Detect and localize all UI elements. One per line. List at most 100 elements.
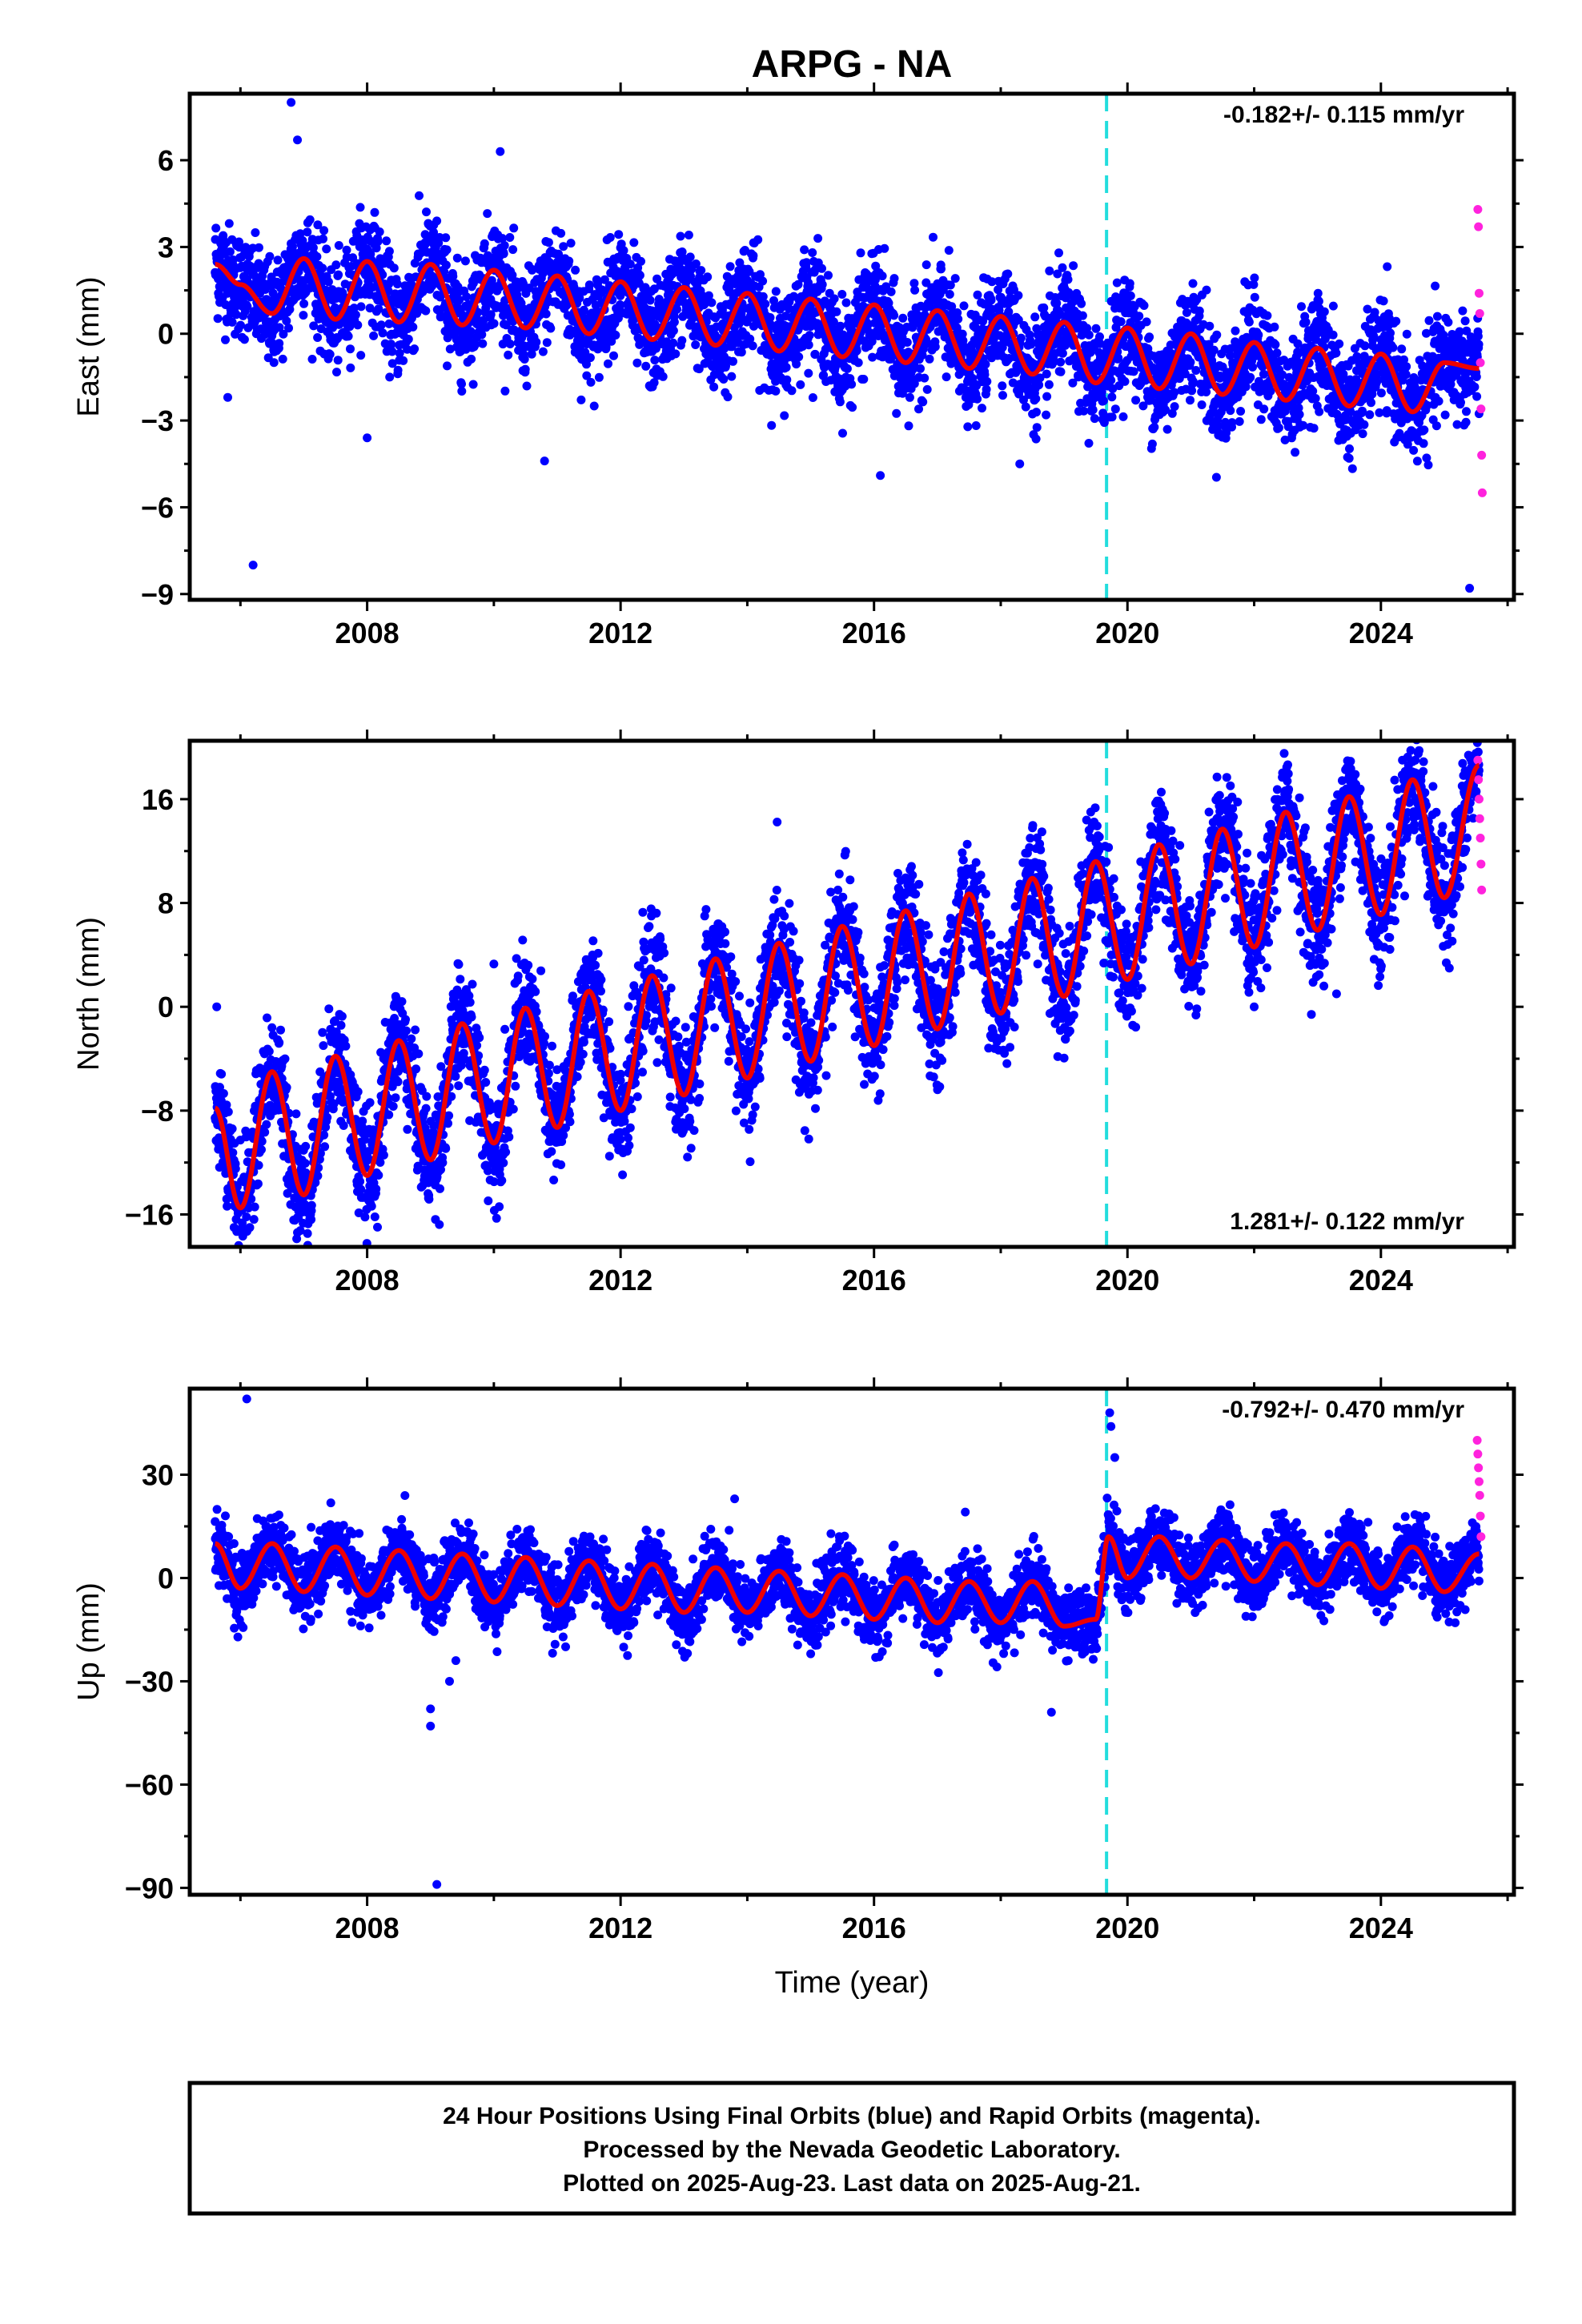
final-point: [1250, 292, 1259, 302]
final-point: [284, 324, 293, 333]
final-point: [349, 304, 359, 313]
final-point: [319, 226, 329, 235]
final-point: [527, 349, 536, 359]
final-point: [1042, 369, 1051, 379]
final-point: [889, 311, 899, 320]
final-point: [1098, 396, 1108, 405]
final-point: [1058, 348, 1067, 358]
final-point: [227, 317, 237, 327]
final-point: [1473, 332, 1483, 341]
final-point: [532, 337, 541, 347]
final-point: [486, 310, 496, 320]
final-point: [601, 343, 611, 352]
final-point: [1014, 291, 1023, 300]
final-point: [898, 313, 908, 323]
final-point: [1256, 415, 1266, 424]
final-point: [1126, 291, 1135, 300]
final-point: [257, 1145, 266, 1155]
final-point: [389, 263, 399, 273]
final-point: [1088, 405, 1098, 415]
final-point: [376, 320, 386, 330]
final-point: [920, 373, 930, 383]
final-point: [723, 392, 733, 402]
final-point: [528, 265, 537, 274]
final-point: [685, 252, 695, 262]
final-point: [1431, 421, 1441, 431]
final-point: [307, 1215, 316, 1224]
final-point: [1358, 406, 1367, 416]
final-point: [649, 378, 659, 388]
final-point: [1202, 285, 1211, 295]
final-point: [771, 287, 781, 296]
final-point: [1272, 348, 1282, 358]
final-point: [267, 1023, 277, 1032]
final-point: [1030, 312, 1040, 322]
final-point: [239, 1255, 247, 1264]
final-point: [351, 310, 360, 320]
final-point: [1186, 396, 1195, 405]
final-point: [480, 239, 489, 248]
final-point: [1079, 406, 1089, 416]
final-point: [1383, 262, 1392, 271]
final-point: [835, 397, 845, 407]
final-point: [387, 347, 397, 356]
final-point: [959, 301, 969, 311]
final-point: [223, 1107, 233, 1116]
final-point: [585, 353, 595, 363]
y-tick-label: −6: [141, 491, 174, 524]
final-point: [616, 300, 624, 309]
final-point: [556, 228, 566, 238]
final-point: [408, 322, 418, 332]
final-point: [384, 247, 394, 256]
final-point: [227, 1124, 237, 1133]
final-point: [856, 248, 865, 258]
final-point: [575, 293, 584, 303]
final-point: [520, 364, 530, 374]
final-point: [221, 335, 230, 344]
final-point: [231, 310, 241, 320]
final-point: [479, 316, 488, 325]
final-point: [264, 1047, 274, 1056]
final-point: [385, 372, 395, 382]
final-point: [671, 349, 681, 359]
final-point: [1431, 281, 1440, 291]
final-point: [1120, 376, 1130, 386]
final-point: [443, 361, 452, 371]
final-point: [1116, 317, 1126, 327]
final-point: [1470, 382, 1480, 392]
final-point: [836, 321, 845, 331]
final-point: [300, 1159, 310, 1168]
final-point: [1248, 362, 1257, 372]
final-point: [837, 290, 847, 299]
final-point: [299, 311, 308, 320]
y-tick-label: 3: [158, 231, 174, 263]
final-point: [749, 251, 758, 260]
final-point: [505, 233, 515, 242]
rapid-point: [1474, 222, 1484, 231]
plot-area: [211, 94, 1487, 600]
final-point: [520, 355, 529, 364]
final-point: [579, 305, 588, 315]
final-point: [808, 248, 817, 257]
final-point: [1472, 392, 1482, 401]
final-point: [586, 377, 596, 387]
final-point: [356, 302, 366, 312]
final-point: [1021, 402, 1030, 412]
final-point: [673, 304, 681, 314]
final-point: [299, 299, 309, 308]
final-point: [1244, 317, 1254, 327]
final-point: [291, 1109, 301, 1119]
final-point: [260, 1128, 270, 1137]
final-point: [892, 408, 901, 418]
final-point: [877, 271, 887, 281]
final-point: [309, 321, 319, 331]
final-point: [1212, 330, 1222, 340]
rapid-point: [1473, 204, 1483, 214]
final-point: [262, 1120, 271, 1129]
final-point: [303, 1228, 312, 1238]
final-point: [313, 220, 323, 230]
final-point: [1139, 301, 1149, 310]
y-tick-label: 6: [158, 144, 174, 177]
final-point: [395, 348, 404, 358]
final-point: [219, 1089, 228, 1098]
